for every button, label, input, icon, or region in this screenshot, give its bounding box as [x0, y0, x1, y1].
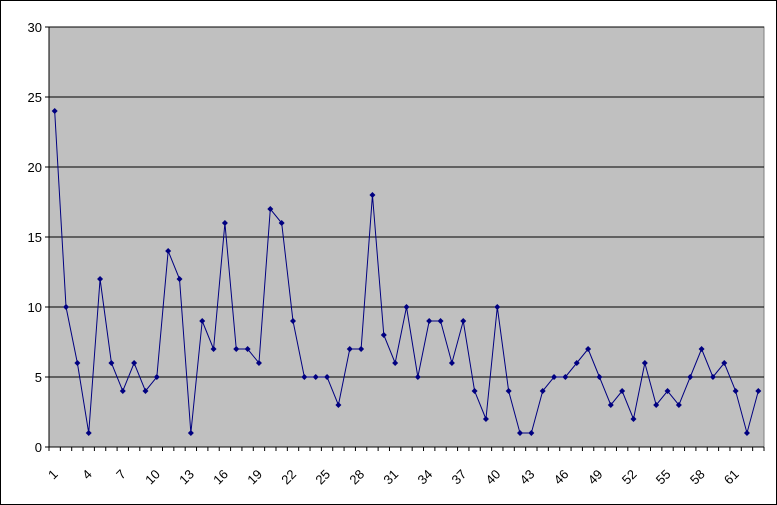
data-point [187, 430, 194, 436]
data-point [596, 374, 603, 380]
data-point [108, 360, 115, 366]
data-point [358, 346, 365, 352]
data-point [551, 374, 558, 380]
data-point [437, 318, 444, 324]
data-point [392, 360, 399, 366]
data-point [664, 388, 671, 394]
y-tick-label: 5 [35, 370, 42, 385]
data-point [312, 374, 319, 380]
y-tick-label: 25 [28, 90, 42, 105]
y-tick-label: 10 [28, 300, 42, 315]
data-point [176, 276, 183, 282]
data-point [460, 318, 467, 324]
y-tick-label: 0 [35, 440, 42, 455]
data-point [51, 108, 58, 114]
data-point [267, 206, 274, 212]
data-point [675, 402, 682, 408]
y-tick-label: 20 [28, 160, 42, 175]
data-point [221, 220, 228, 226]
data-point [721, 360, 728, 366]
y-tick-label: 15 [28, 230, 42, 245]
data-point [505, 388, 512, 394]
data-point [369, 192, 376, 198]
data-point [74, 360, 81, 366]
data-point [119, 388, 126, 394]
data-point [630, 416, 637, 422]
data-point [97, 276, 104, 282]
data-point [244, 346, 251, 352]
data-point [346, 346, 353, 352]
data-point [539, 388, 546, 394]
data-point [142, 388, 149, 394]
data-point [607, 402, 614, 408]
data-point [562, 374, 569, 380]
data-point [85, 430, 92, 436]
data-point [324, 374, 331, 380]
data-point [732, 388, 739, 394]
data-point [448, 360, 455, 366]
data-point [335, 402, 342, 408]
data-point [471, 388, 478, 394]
data-point [619, 388, 626, 394]
data-point [482, 416, 489, 422]
data-point [255, 360, 262, 366]
data-point [641, 360, 648, 366]
data-point [153, 374, 160, 380]
data-point [528, 430, 535, 436]
data-point [709, 374, 716, 380]
y-tick-label: 30 [28, 20, 42, 35]
data-point [494, 304, 501, 310]
data-point [516, 430, 523, 436]
data-point [380, 332, 387, 338]
data-point [199, 318, 206, 324]
data-point [687, 374, 694, 380]
data-point [165, 248, 172, 254]
data-point [290, 318, 297, 324]
data-point [233, 346, 240, 352]
data-point [278, 220, 285, 226]
data-point [698, 346, 705, 352]
data-point [585, 346, 592, 352]
data-point [63, 304, 70, 310]
data-point [743, 430, 750, 436]
data-point [573, 360, 580, 366]
data-point [301, 374, 308, 380]
data-point [131, 360, 138, 366]
data-point [653, 402, 660, 408]
data-point [755, 388, 762, 394]
data-point [403, 304, 410, 310]
data-point [210, 346, 217, 352]
data-point [414, 374, 421, 380]
data-point [426, 318, 433, 324]
